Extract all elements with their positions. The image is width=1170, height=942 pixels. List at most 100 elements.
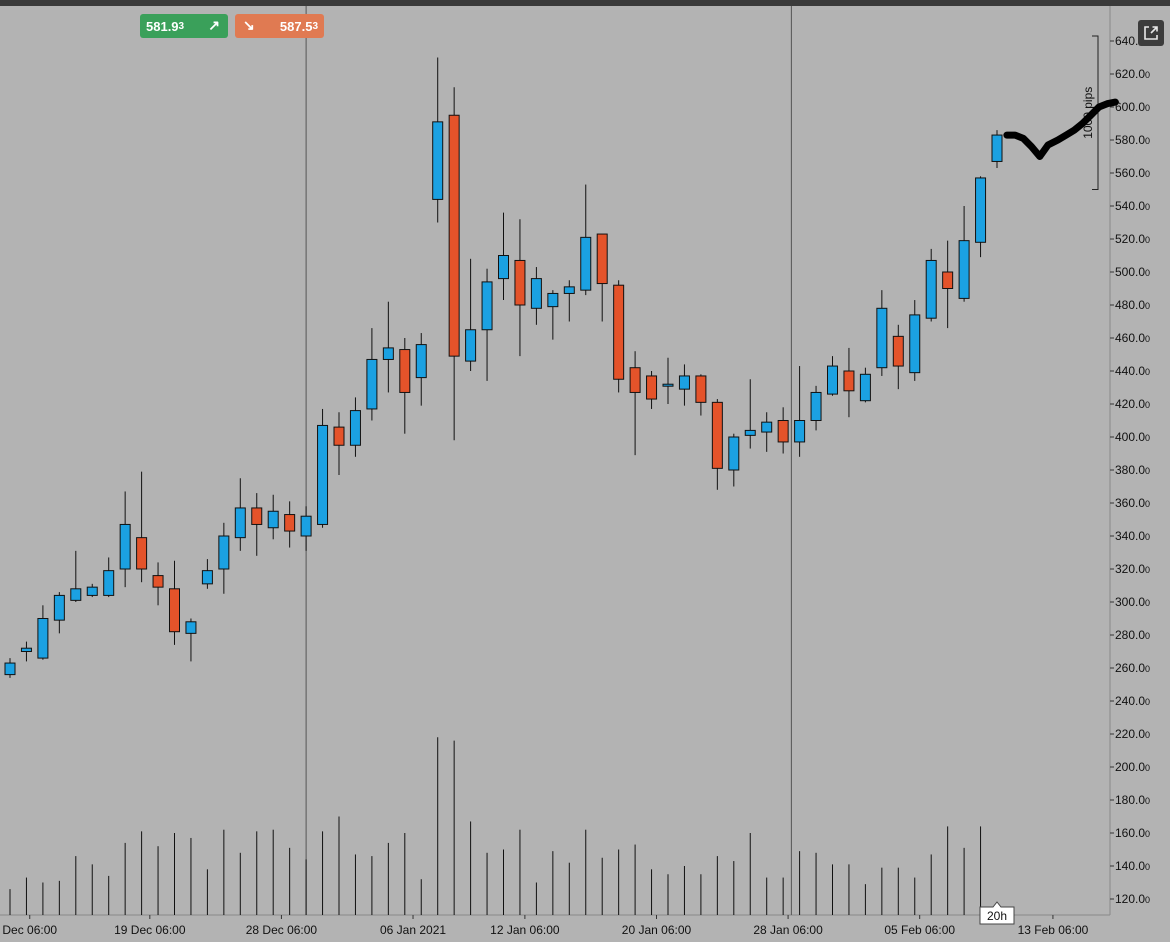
y-tick-label: 560.00	[1115, 166, 1150, 180]
ask-price-pipette: 3	[312, 20, 318, 32]
bearish-candle	[169, 588, 180, 633]
bullish-candle	[580, 236, 592, 291]
x-tick-label: 13 Feb 06:00	[1018, 923, 1089, 937]
y-tick-label: 580.00	[1115, 133, 1150, 147]
current-period-marker	[979, 901, 1015, 925]
y-tick-label: 500.00	[1115, 265, 1150, 279]
bid-price-pipette: 3	[178, 20, 185, 32]
bullish-candle	[794, 420, 806, 443]
bullish-candle	[267, 510, 279, 529]
bullish-candle	[678, 375, 690, 390]
y-tick-label: 300.00	[1115, 595, 1150, 609]
y-tick-label: 280.00	[1115, 628, 1150, 642]
bullish-candle	[909, 314, 921, 374]
y-tick-label: 140.00	[1115, 859, 1150, 873]
bullish-candle	[86, 586, 98, 596]
bullish-candle	[349, 410, 361, 446]
bullish-candle	[415, 344, 427, 379]
y-tick-label: 480.00	[1115, 298, 1150, 312]
y-tick-label: 320.00	[1115, 562, 1150, 576]
bullish-candle	[859, 373, 871, 402]
bid-price-button[interactable]: 581.9 3 ↗	[140, 14, 228, 38]
popout-icon	[1144, 26, 1158, 40]
bearish-candle	[333, 426, 345, 446]
bearish-candle	[152, 575, 164, 588]
y-tick-label: 400.00	[1115, 430, 1150, 444]
bullish-candle	[530, 278, 542, 309]
bullish-candle	[925, 259, 937, 319]
bearish-candle	[448, 114, 460, 357]
bullish-candle	[4, 662, 16, 676]
y-tick-label: 340.00	[1115, 529, 1150, 543]
top-border	[0, 0, 1170, 6]
bearish-candle	[251, 507, 263, 525]
bullish-candle	[119, 523, 131, 570]
bid-price: 581.9	[146, 18, 179, 34]
x-tick-label: Dec 06:00	[2, 923, 57, 937]
bearish-candle	[646, 375, 658, 400]
bearish-candle	[892, 335, 904, 367]
bearish-candle	[613, 284, 625, 380]
bullish-candle	[234, 507, 246, 539]
bullish-candle	[465, 329, 477, 362]
bearish-candle	[514, 259, 526, 306]
x-tick-label: 19 Dec 06:00	[114, 923, 186, 937]
bullish-candle	[366, 358, 378, 410]
bullish-candle	[37, 618, 49, 659]
y-tick-label: 380.00	[1115, 463, 1150, 477]
bullish-candle	[761, 421, 773, 433]
bearish-candle	[711, 401, 723, 469]
bullish-candle	[317, 424, 329, 525]
bullish-candle	[300, 515, 312, 537]
bullish-candle	[20, 647, 32, 653]
bullish-candle	[958, 240, 970, 299]
x-tick-label: 12 Jan 06:00	[490, 923, 560, 937]
bearish-candle	[284, 514, 296, 532]
bearish-candle	[777, 420, 789, 443]
x-tick-label: 06 Jan 2021	[380, 923, 446, 937]
bearish-candle	[136, 537, 148, 570]
y-tick-label: 360.00	[1115, 496, 1150, 510]
bullish-candle	[563, 286, 575, 294]
popout-button[interactable]	[1138, 20, 1164, 46]
bullish-candle	[481, 281, 493, 331]
current-period-label: 20h	[987, 909, 1007, 923]
y-tick-label: 620.00	[1115, 67, 1150, 81]
ask-price-button[interactable]: ↘ 587.5 3	[235, 14, 324, 38]
bullish-candle	[975, 177, 987, 243]
y-tick-label: 240.00	[1115, 694, 1150, 708]
x-tick-label: 05 Feb 06:00	[884, 923, 955, 937]
bearish-candle	[596, 233, 608, 285]
y-tick-label: 200.00	[1115, 760, 1150, 774]
y-tick-label: 420.00	[1115, 397, 1150, 411]
hand-drawn-projection	[1003, 98, 1119, 160]
bearish-candle	[629, 367, 641, 393]
bullish-candle	[728, 436, 740, 471]
arrow-up-right-icon: ↗	[208, 17, 220, 33]
bullish-candle	[70, 588, 82, 601]
ask-price: 587.5	[279, 18, 313, 34]
bullish-candle	[382, 347, 394, 360]
bullish-candle	[498, 255, 509, 280]
bullish-candle	[662, 383, 674, 387]
bearish-candle	[942, 271, 954, 289]
bullish-candle	[876, 307, 888, 369]
bullish-candle	[810, 391, 822, 422]
bullish-candle	[827, 365, 838, 395]
y-tick-label: 540.00	[1115, 199, 1150, 213]
bullish-candle	[103, 570, 115, 596]
bullish-candle	[547, 292, 559, 308]
bearish-candle	[399, 349, 411, 393]
y-tick-label: 220.00	[1115, 727, 1150, 741]
x-tick-label: 20 Jan 06:00	[622, 923, 692, 937]
y-tick-label: 460.00	[1115, 331, 1150, 345]
y-tick-label: 520.00	[1115, 232, 1150, 246]
x-tick-label: 28 Dec 06:00	[246, 923, 318, 937]
x-tick-label: 28 Jan 06:00	[753, 923, 823, 937]
bearish-candle	[843, 370, 855, 392]
bullish-candle	[218, 535, 230, 570]
arrow-down-right-icon: ↘	[243, 17, 255, 33]
bullish-candle	[432, 121, 444, 200]
bullish-candle	[185, 621, 197, 634]
